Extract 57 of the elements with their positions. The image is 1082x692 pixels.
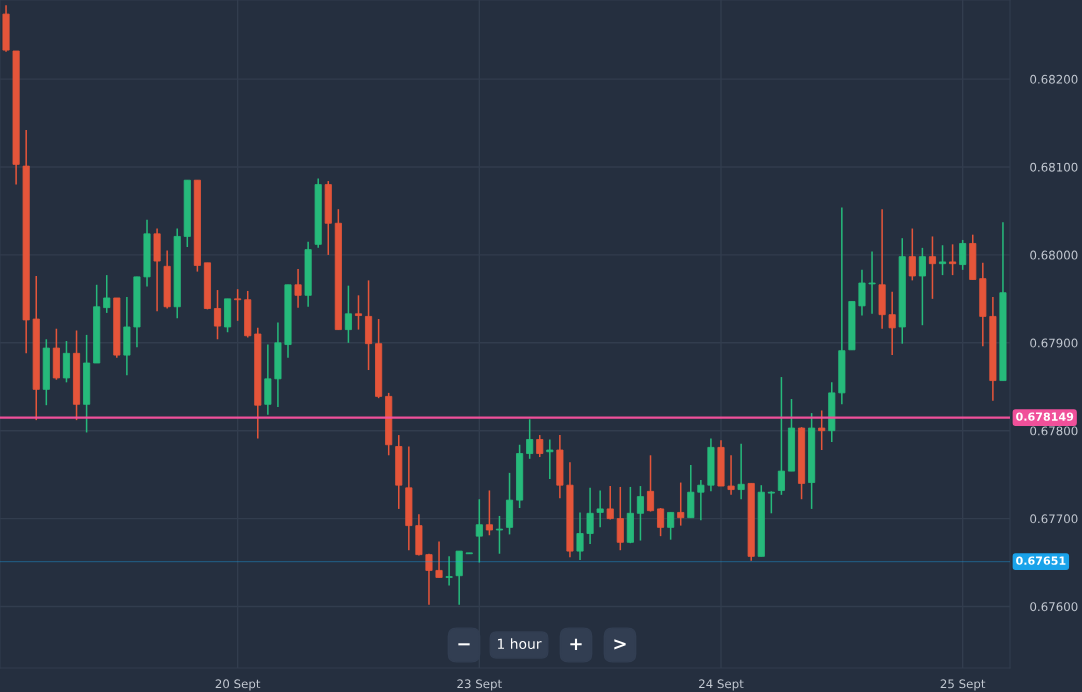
candlestick	[596, 489, 604, 529]
annotation: −	[458, 643, 470, 646]
candlestick	[234, 288, 242, 322]
candlestick	[586, 487, 594, 545]
candlestick	[777, 376, 785, 496]
candlestick	[737, 443, 745, 501]
candlestick	[727, 454, 735, 496]
candlestick	[546, 438, 554, 480]
candlestick	[908, 227, 916, 282]
candlestick	[949, 243, 957, 276]
candlestick	[657, 507, 665, 537]
candlestick	[767, 490, 775, 515]
candlestick	[103, 274, 111, 314]
x-tick-label: 20 Sept	[215, 679, 261, 691]
y-tick-label: 0.67700	[1030, 514, 1078, 524]
candlestick	[918, 247, 926, 326]
candlestick	[344, 284, 352, 344]
candlestick	[636, 485, 644, 542]
candlestick	[858, 269, 866, 317]
candlestick	[888, 291, 896, 356]
y-tick-label: 0.67600	[1030, 602, 1078, 612]
candlestick	[536, 434, 544, 458]
candlestick	[938, 244, 947, 276]
candlestick	[606, 485, 614, 521]
candlestick	[928, 235, 936, 300]
candlestick	[526, 418, 534, 460]
candlestick	[425, 552, 433, 606]
ref-line-label: 0.67651	[1016, 556, 1066, 565]
annotation: 1 hour	[497, 638, 542, 650]
candlestick	[616, 486, 624, 551]
y-tick-label: 0.67900	[1030, 338, 1078, 348]
candlestick	[435, 540, 443, 579]
annotation: >	[614, 639, 626, 650]
candlestick	[475, 498, 483, 564]
candlestick	[646, 454, 655, 513]
candlestick	[213, 289, 222, 341]
candlestick	[445, 555, 453, 587]
candlestick	[868, 250, 876, 315]
candlestick	[485, 489, 493, 537]
x-tick-label: 23 Sept	[457, 679, 502, 691]
candlestick	[294, 268, 302, 309]
y-tick-label: 0.68000	[1030, 250, 1078, 260]
y-tick-label: 0.68100	[1030, 162, 1078, 172]
candlestick	[677, 481, 685, 527]
annotation: +	[570, 638, 582, 650]
candlestick	[959, 239, 967, 271]
ref-line-label: 0.678149	[1016, 412, 1074, 421]
x-tick-label: 25 Sept	[940, 679, 986, 691]
candlestick	[354, 294, 363, 331]
candlestick	[576, 511, 584, 561]
y-tick-label: 0.67800	[1030, 426, 1078, 436]
x-tick-label: 24 Sept	[699, 679, 744, 691]
candlestick	[667, 511, 675, 541]
candlestick	[818, 409, 826, 451]
y-tick-label: 0.68200	[1030, 74, 1078, 84]
candlestick	[697, 479, 705, 522]
candlestick	[495, 515, 503, 555]
